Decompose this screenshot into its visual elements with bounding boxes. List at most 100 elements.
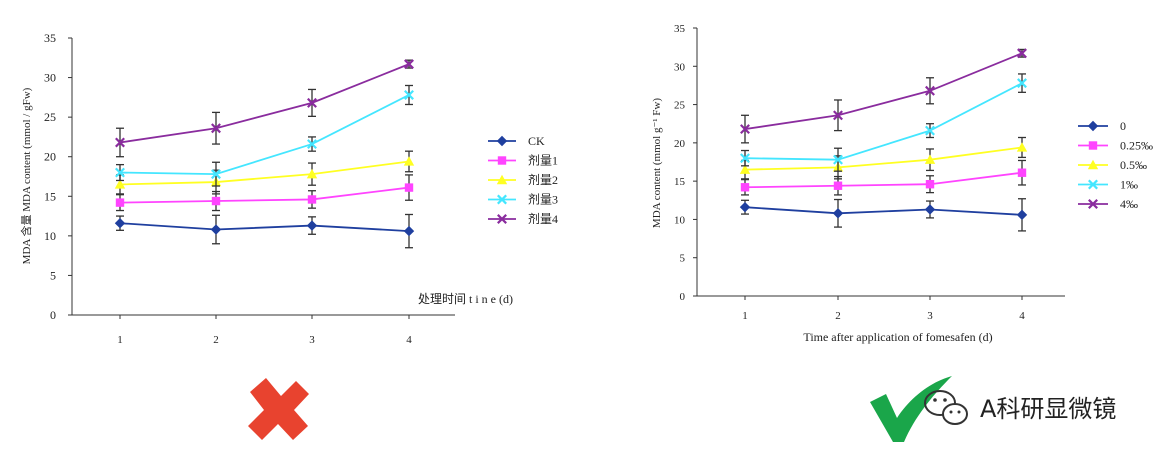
legend-label: 剂量4	[528, 211, 558, 226]
data-point	[115, 137, 125, 148]
chart-left: 0 5 10 15 20 25 30 35 1 2 3 4 处理时间 t i n e (d) MDA 含量…	[19, 31, 558, 346]
y-tick-label: 15	[674, 176, 686, 188]
data-point	[1017, 48, 1027, 59]
data-point	[115, 198, 125, 207]
watermark: A科研显微镜	[924, 390, 1116, 425]
wechat-icon	[924, 390, 968, 425]
legend-label: 剂量1	[528, 153, 558, 168]
y-tick-label: 20	[44, 150, 56, 164]
series-4	[115, 59, 414, 158]
data-point	[833, 110, 843, 121]
x-tick-label: 1	[742, 310, 748, 322]
legend-marker	[497, 156, 507, 165]
data-point	[924, 154, 936, 164]
data-point	[739, 164, 751, 174]
legend-marker	[496, 174, 508, 185]
y-axis-label: MDA content (mmol g⁻¹ Fw)	[651, 98, 663, 228]
series-line	[119, 63, 410, 144]
data-point	[924, 204, 936, 215]
data-point	[832, 208, 844, 219]
legend-label: 0	[1120, 119, 1126, 133]
data-point	[404, 59, 414, 70]
data-point	[307, 139, 317, 150]
data-point	[739, 201, 751, 213]
watermark-text: A科研显微镜	[980, 395, 1116, 423]
legend-marker	[1088, 199, 1098, 209]
y-tick-label: 25	[674, 100, 686, 112]
x-tick-label: 3	[927, 310, 933, 322]
data-point	[404, 90, 414, 100]
x-tick-label: 1	[117, 334, 123, 346]
y-tick-label: 30	[674, 61, 686, 73]
series-line	[744, 82, 1023, 161]
data-point	[740, 153, 750, 164]
data-point	[404, 183, 414, 192]
legend-entry: 剂量4	[488, 211, 558, 226]
legend-entry: 剂量3	[488, 192, 558, 207]
x-axis-label: Time after application of fomesafen (d)	[803, 330, 992, 344]
series-line	[744, 146, 1023, 171]
data-point	[306, 220, 318, 231]
y-tick-label: 35	[674, 23, 686, 35]
y-tick-label: 35	[44, 31, 56, 45]
data-point	[833, 181, 843, 190]
series-line	[119, 160, 410, 186]
data-point	[740, 124, 750, 135]
data-point	[307, 195, 317, 204]
y-tick-label: 0	[50, 308, 56, 322]
legend-entry: 0.25‰	[1078, 139, 1153, 153]
legend-entry: 0	[1078, 119, 1126, 133]
y-tick-label: 10	[44, 229, 56, 243]
data-point	[925, 125, 935, 136]
data-point	[307, 97, 317, 108]
y-tick-label: 5	[50, 268, 56, 282]
legend-marker	[1087, 159, 1099, 170]
data-point	[1016, 209, 1028, 221]
data-point	[211, 123, 221, 134]
x-tick-label: 2	[213, 334, 219, 346]
legend-entry: 剂量2	[488, 172, 558, 187]
series-2	[114, 150, 415, 195]
y-tick-label: 0	[680, 291, 686, 303]
y-axis-label: MDA 含量 MDA content (mmol / gFw)	[19, 87, 33, 264]
data-point	[403, 156, 415, 166]
series-line	[119, 222, 410, 233]
series-1	[115, 174, 414, 212]
x-tick-label: 3	[309, 334, 315, 346]
x-tick-label: 4	[1019, 310, 1025, 322]
series-line	[744, 52, 1023, 130]
data-point	[114, 217, 126, 229]
legend-label: 剂量3	[528, 192, 558, 207]
legend-label: 1‰	[1120, 178, 1138, 192]
y-tick-label: 20	[674, 138, 686, 150]
legend-label: 4‰	[1120, 197, 1138, 211]
series-line	[744, 206, 1023, 216]
data-point	[403, 225, 415, 237]
legend-marker	[1088, 179, 1098, 190]
data-point	[114, 179, 126, 189]
series-line	[744, 171, 1023, 189]
legend-label: 0.25‰	[1120, 139, 1153, 153]
series-3	[115, 84, 414, 187]
x-axis-label: 处理时间 t i n e (d)	[418, 292, 513, 306]
legend-marker	[497, 194, 507, 205]
y-tick-label: 25	[44, 110, 56, 124]
check-mark-icon	[870, 376, 952, 442]
data-point	[925, 180, 935, 189]
data-point	[211, 169, 221, 180]
y-tick-label: 10	[674, 214, 686, 226]
data-point	[1017, 168, 1027, 177]
legend-entry: 4‰	[1078, 197, 1138, 211]
series-3	[740, 73, 1027, 172]
series-4	[740, 48, 1027, 144]
x-tick-label: 2	[835, 310, 841, 322]
x-tick-label: 4	[406, 334, 412, 346]
wrong-x-icon	[248, 378, 309, 440]
y-tick-label: 5	[680, 253, 686, 265]
legend-entry: 剂量1	[488, 153, 558, 168]
data-point	[211, 196, 221, 206]
series-line	[119, 94, 410, 176]
legend-label: 剂量2	[528, 172, 558, 187]
legend-marker	[1087, 120, 1099, 132]
